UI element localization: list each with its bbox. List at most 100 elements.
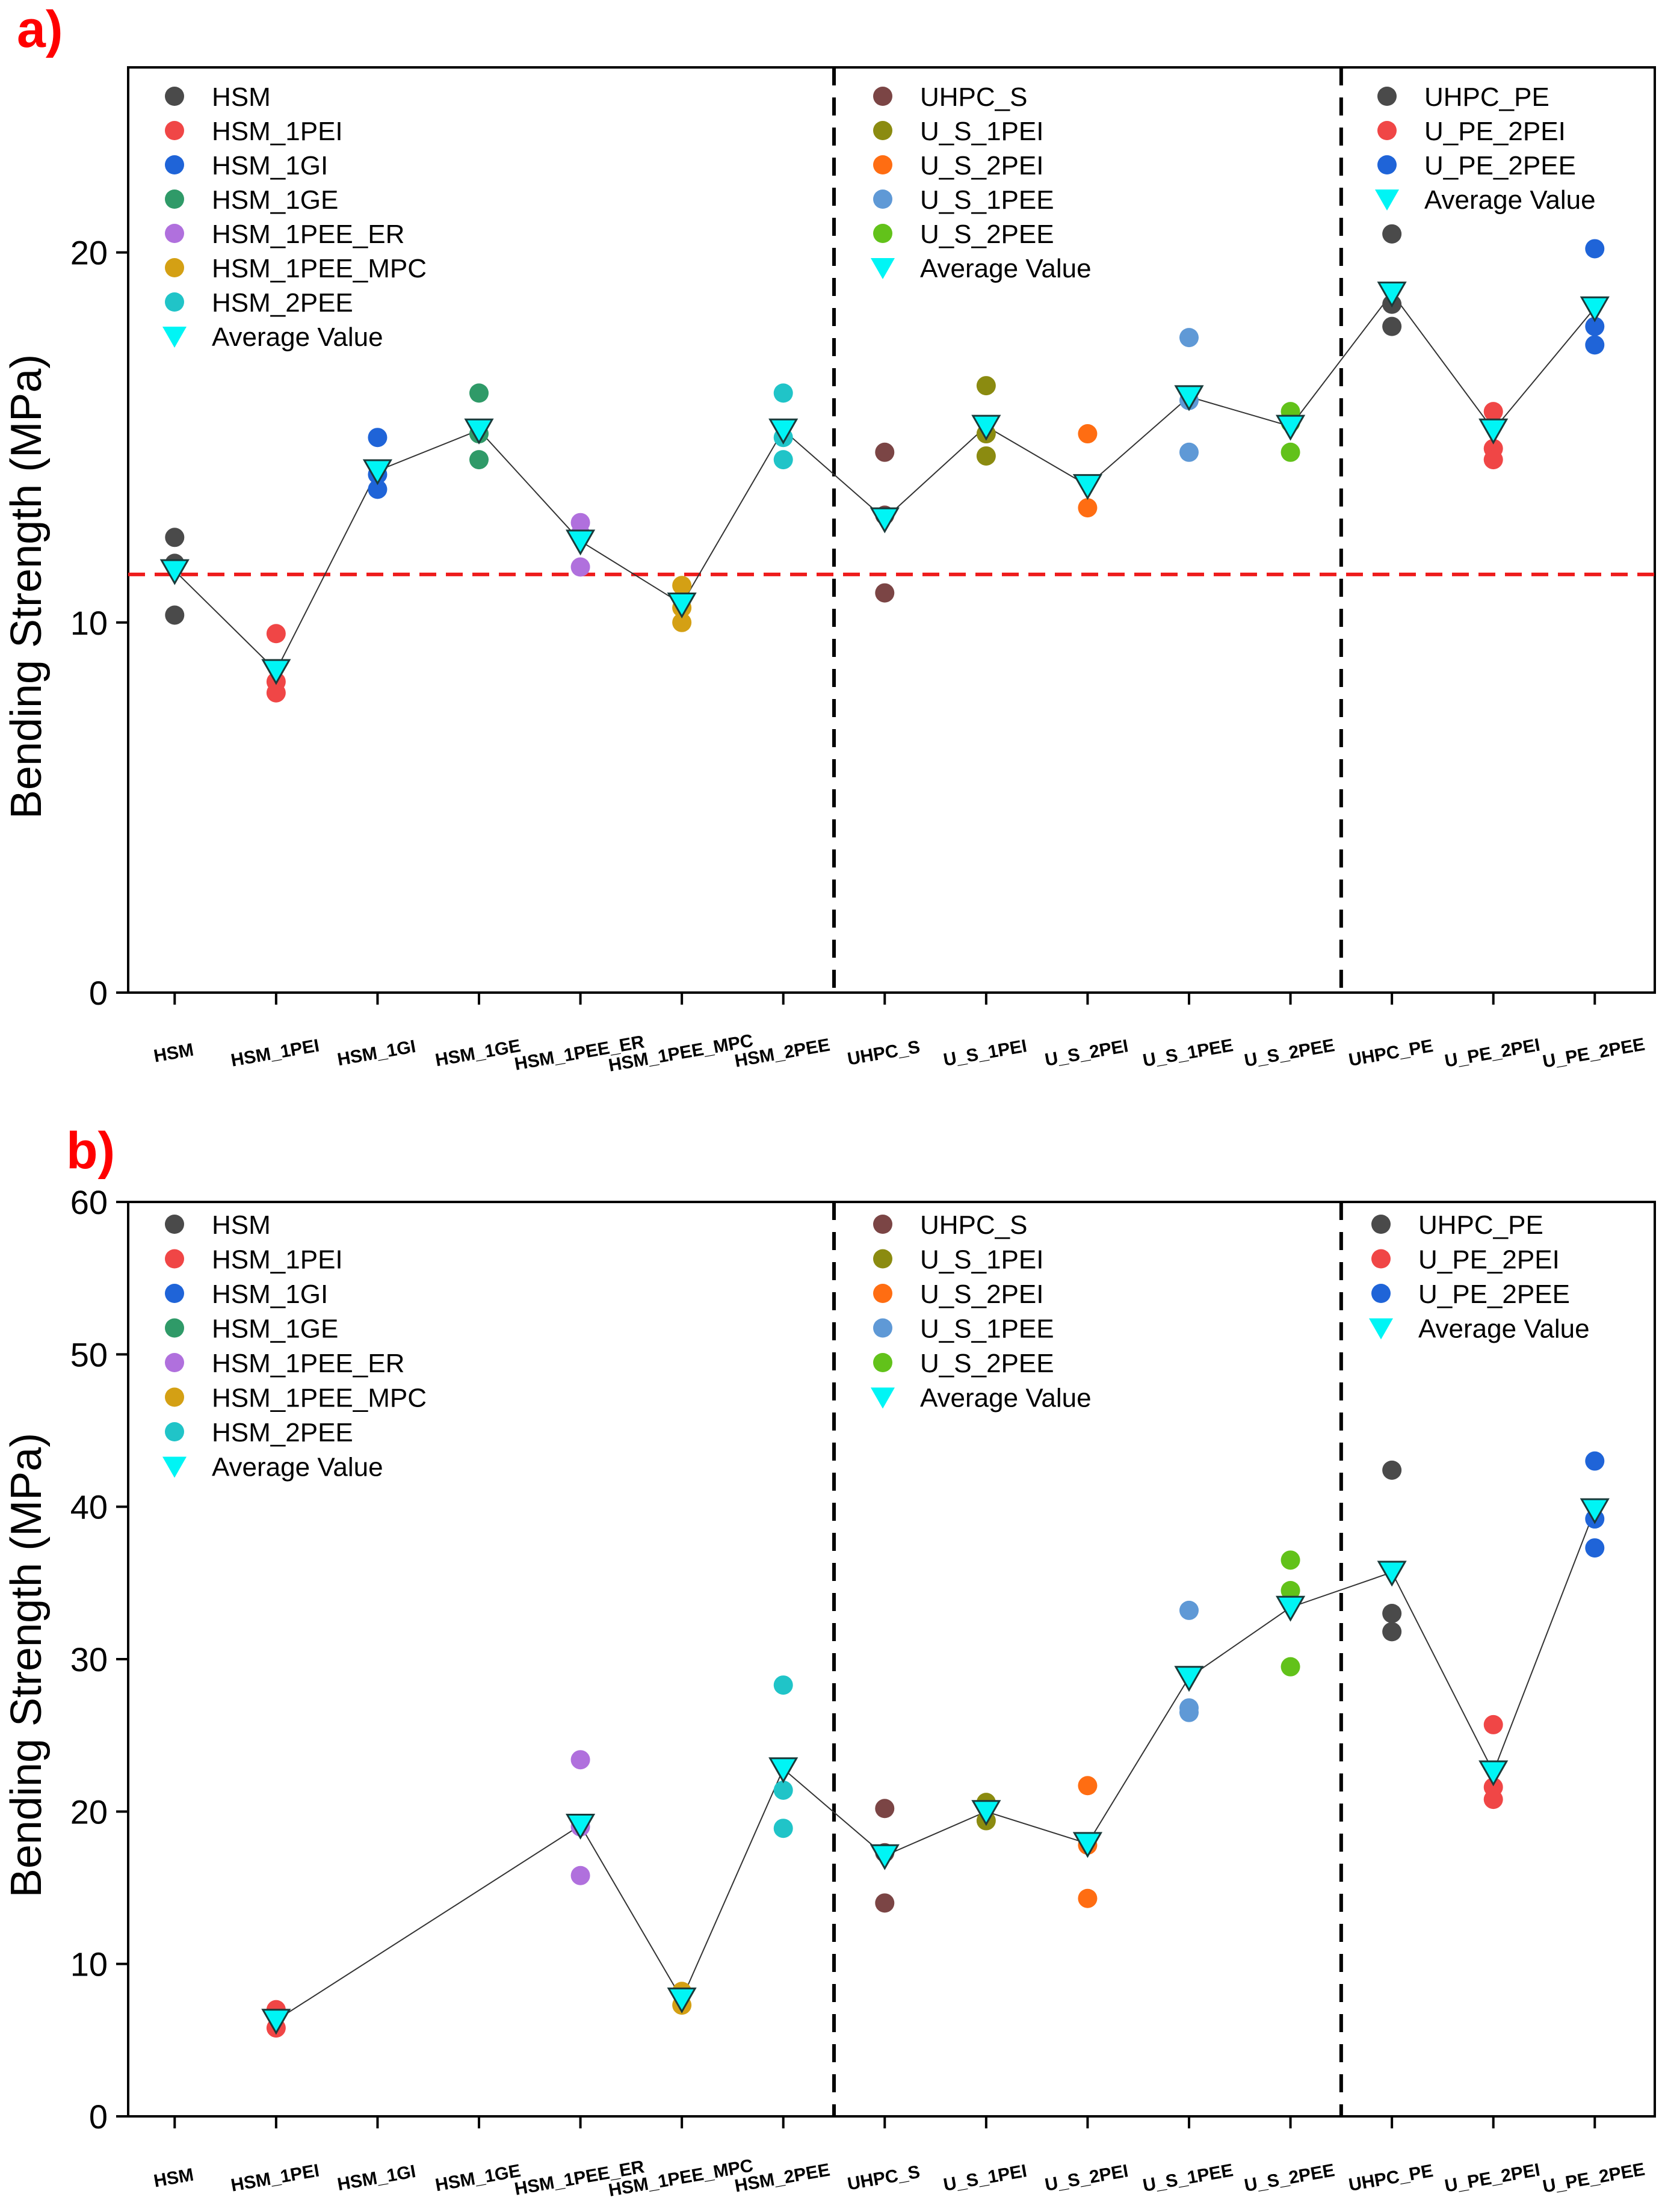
panel-a-y-tick-label-1: 10 xyxy=(70,604,108,642)
panel-b-point-uhpc-s-0 xyxy=(875,1799,895,1819)
panel-a-legend-0-marker-hsm-2pee xyxy=(165,292,184,312)
panel-b-point-hsm-1pee-er-2 xyxy=(570,1865,590,1885)
panel-a-point-hsm-1pee-mpc-0 xyxy=(672,576,692,596)
panel-b-average-marker-u-s-2pee xyxy=(1275,1595,1306,1622)
panel-a-average-marker-hsm-1pee-mpc xyxy=(667,592,697,618)
panel-a-x-tick-label-hsm-1gi: HSM_1GI xyxy=(336,1037,417,1070)
panel-b-average-marker-uhpc-s xyxy=(870,1844,900,1870)
panel-b-x-tick-label-u-pe-2pee: U_PE_2PEE xyxy=(1541,2159,1646,2196)
panel-a-legend-0-marker-hsm-1gi xyxy=(165,155,184,174)
panel-b-point-hsm-1pee-er-0 xyxy=(570,1750,590,1770)
panel-b-point-u-s-2pee-1 xyxy=(1280,1581,1300,1600)
panel-a-legend-2-label-uhpc-pe: UHPC_PE xyxy=(1424,82,1549,112)
panel-a-legend-1-marker-u-s-2pei xyxy=(873,155,892,174)
panel-a-average-marker-u-s-2pei xyxy=(1072,474,1103,501)
panel-b-legend-0-label-hsm-1pee-er: HSM_1PEE_ER xyxy=(212,1349,404,1378)
panel-a-point-u-s-1pee-2 xyxy=(1179,442,1199,462)
panel-a-legend-1-marker-u-s-2pee xyxy=(873,224,892,243)
panel-b-y-tick-label-1: 10 xyxy=(70,1946,108,1983)
panel-b-y-tick-label-3: 30 xyxy=(70,1641,108,1678)
panel-b-legend-0-label-average-value: Average Value xyxy=(212,1453,383,1482)
panel-b-legend-1-label-average-value: Average Value xyxy=(920,1384,1092,1413)
panel-b-point-hsm-2pee-0 xyxy=(773,1675,793,1695)
panel-a-point-u-pe-2pee-2 xyxy=(1585,335,1605,355)
panel-b-legend-0-marker-hsm-1gi xyxy=(165,1284,184,1303)
panel-b-legend-0-marker-hsm-1pee-er xyxy=(165,1353,184,1372)
panel-a-legend-1-marker-u-s-1pee xyxy=(873,189,892,209)
panel-b-point-uhpc-pe-0 xyxy=(1382,1460,1402,1480)
panel-a-x-tick-label-u-s-2pei: U_S_2PEI xyxy=(1043,1036,1130,1070)
panel-a-x-tick-label-uhpc-pe: UHPC_PE xyxy=(1347,1036,1435,1070)
panel-b-legend-0-label-hsm-1pei: HSM_1PEI xyxy=(212,1245,343,1275)
panel-a-legend-2-marker-u-pe-2pei xyxy=(1377,121,1397,140)
panel-a-legend-0-label-hsm-1pei: HSM_1PEI xyxy=(212,117,343,146)
panel-a-point-u-pe-2pee-0 xyxy=(1585,239,1605,259)
panel-a-average-line xyxy=(174,292,1596,672)
panel-b-x-tick-label-uhpc-pe: UHPC_PE xyxy=(1347,2161,1435,2195)
panel-a-legend-0-label-average-value: Average Value xyxy=(212,322,383,352)
panel-a-y-tick-label-2: 20 xyxy=(70,234,108,272)
panel-b-average-marker-hsm-1pee-er xyxy=(565,1814,596,1840)
panel-a-average-marker-uhpc-pe xyxy=(1377,282,1407,308)
panel-a-point-uhpc-pe-0 xyxy=(1382,224,1402,244)
panel-a-average-marker-hsm-1pee-er xyxy=(565,529,596,556)
panel-b-legend-1-marker-u-s-2pee xyxy=(873,1353,892,1372)
panel-b-legend-1-label-uhpc-s: UHPC_S xyxy=(920,1210,1028,1240)
panel-b-average-marker-hsm-1pee-mpc xyxy=(667,1987,697,2013)
panel-a-x-tick-label-u-pe-2pei: U_PE_2PEI xyxy=(1443,1035,1541,1071)
panel-b-legend-1-label-u-s-1pei: U_S_1PEI xyxy=(920,1245,1043,1275)
panel-a-y-axis-label: Bending Strength (MPa) xyxy=(2,354,51,819)
panel-a-x-tick-label-u-pe-2pee: U_PE_2PEE xyxy=(1541,1034,1646,1071)
panel-b-x-tick-label-u-s-1pei: U_S_1PEI xyxy=(942,2161,1028,2195)
panel-b-x-tick-label-u-pe-2pei: U_PE_2PEI xyxy=(1443,2160,1541,2196)
panel-b-x-tick-label-uhpc-s: UHPC_S xyxy=(846,2162,922,2195)
panel-b-legend-2-marker-u-pe-2pei xyxy=(1371,1249,1391,1269)
panel-a-x-tick-label-hsm: HSM xyxy=(152,1040,195,1067)
panel-a-point-u-s-1pei-2 xyxy=(976,446,996,466)
panel-a-x-tick-label-u-s-1pee: U_S_1PEE xyxy=(1141,1035,1235,1071)
panel-b-legend-0-marker-hsm-1ge xyxy=(165,1318,184,1338)
panel-b-average-line xyxy=(276,1509,1596,2021)
panel-b-legend-1-marker-u-s-1pee xyxy=(873,1318,892,1338)
panel-a-legend-0-marker-hsm-1pee-er xyxy=(165,224,184,243)
panel-b-average-marker-u-s-2pei xyxy=(1072,1832,1103,1858)
panel-a-legend-2-label-average-value: Average Value xyxy=(1424,185,1596,215)
panel-a-x-tick-label-hsm-1ge: HSM_1GE xyxy=(434,1036,522,1070)
panel-a-legend-2-label-u-pe-2pee: U_PE_2PEE xyxy=(1424,151,1576,180)
panel-a: a) Bending Strength (MPa) 0 10 20 HSM HSM_1P… xyxy=(2,1,1656,1076)
panel-a-point-hsm-1gi-0 xyxy=(368,428,388,448)
panel-b-point-uhpc-s-2 xyxy=(875,1893,895,1913)
panel-b-plot: 0 10 20 30 40 50 60 HSM HSM_1PEI HSM_1GI HSM_1GE HS… xyxy=(70,1183,1656,2201)
panel-a-average-marker-u-s-1pei xyxy=(971,414,1001,441)
panel-a-legend-0-marker-average-value xyxy=(162,327,187,348)
panel-b-legend-0-marker-average-value xyxy=(162,1456,187,1478)
panel-b-legend-1-label-u-s-1pee: U_S_1PEE xyxy=(920,1314,1054,1344)
panel-a-legend-0-label-hsm-1pee-mpc: HSM_1PEE_MPC xyxy=(212,254,427,283)
panel-a-legend-2-marker-average-value xyxy=(1375,189,1399,211)
panel-a-average-marker-u-pe-2pei xyxy=(1478,418,1509,445)
panel-b-point-uhpc-pe-2 xyxy=(1382,1622,1402,1642)
panel-a-legend-1-label-average-value: Average Value xyxy=(920,254,1092,283)
panel-a-point-hsm-1pei-2 xyxy=(266,683,286,703)
panel-b-point-u-pe-2pee-0 xyxy=(1585,1451,1605,1471)
panel-a-legend-2-marker-uhpc-pe xyxy=(1377,87,1397,106)
panel-a-average-marker-uhpc-s xyxy=(870,507,900,534)
panel-a-legend-2-label-u-pe-2pei: U_PE_2PEI xyxy=(1424,117,1566,146)
panel-b-label: b) xyxy=(66,1122,115,1180)
panel-a-legend-1-marker-u-s-1pei xyxy=(873,121,892,140)
panel-a-point-u-s-1pee-0 xyxy=(1179,328,1199,348)
panel-a-legend-0-marker-hsm-1pei xyxy=(165,121,184,140)
panel-a-x-tick-label-hsm-1pei: HSM_1PEI xyxy=(229,1036,321,1071)
panel-a-x-tick-label-u-s-2pee: U_S_2PEE xyxy=(1243,1035,1336,1071)
panel-b-average-marker-u-s-1pei xyxy=(971,1800,1001,1826)
panel-a-legend-2-marker-u-pe-2pee xyxy=(1377,155,1397,174)
panel-b-legend-2-marker-uhpc-pe xyxy=(1371,1215,1391,1234)
panel-b-point-u-s-2pei-2 xyxy=(1078,1888,1098,1908)
panel-a-point-hsm-1ge-0 xyxy=(469,383,489,403)
panel-b-legend-0-label-hsm-2pee: HSM_2PEE xyxy=(212,1418,353,1447)
panel-a-y-tick-label-0: 0 xyxy=(89,974,108,1012)
panel-b-x-tick-label-hsm: HSM xyxy=(152,2165,195,2192)
panel-b-legend-1-marker-uhpc-s xyxy=(873,1215,892,1234)
panel-b-y-axis-label: Bending Strength (MPa) xyxy=(2,1433,51,1897)
panel-a-point-u-s-2pei-0 xyxy=(1078,424,1098,444)
